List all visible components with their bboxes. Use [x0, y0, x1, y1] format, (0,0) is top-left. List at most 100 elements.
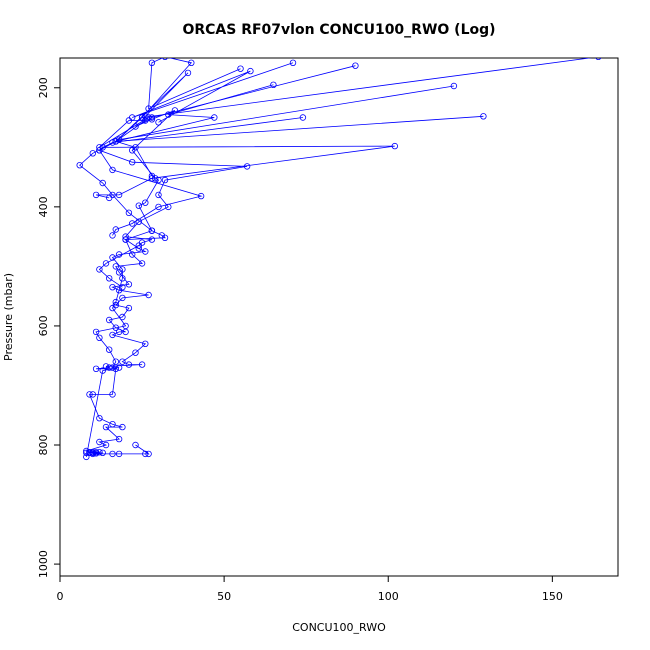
data-point	[188, 59, 195, 66]
data-point	[142, 199, 149, 206]
data-point	[142, 450, 149, 458]
data-point	[125, 361, 133, 368]
data-point	[138, 361, 146, 368]
data-point	[119, 423, 126, 431]
data-point	[109, 421, 116, 428]
data-point	[112, 358, 119, 365]
data-point	[125, 304, 133, 312]
data-point	[89, 391, 96, 398]
data-point	[112, 263, 119, 270]
data-point	[450, 82, 458, 90]
data-point	[89, 150, 96, 157]
data-point	[132, 441, 139, 449]
data-point	[270, 81, 277, 88]
data-point	[109, 364, 116, 371]
data-point	[211, 114, 218, 121]
data-point	[99, 449, 106, 456]
data-point	[391, 142, 398, 150]
data-point	[96, 438, 103, 446]
data-point	[122, 328, 129, 336]
data-point	[165, 111, 172, 118]
data-point	[105, 364, 113, 371]
series-layer	[76, 58, 602, 461]
x-tick-label: 150	[542, 590, 563, 603]
data-point	[92, 450, 100, 457]
y-axis: 200 400 600 800 1000	[37, 77, 61, 578]
data-point	[96, 449, 103, 456]
data-point	[132, 123, 139, 130]
data-point	[83, 453, 90, 461]
data-point	[92, 328, 100, 336]
data-point	[148, 236, 156, 243]
data-point	[119, 284, 126, 291]
data-point	[105, 346, 113, 353]
data-point	[102, 260, 110, 267]
data-point	[132, 349, 139, 356]
data-point	[155, 203, 162, 211]
data-point	[151, 175, 159, 182]
data-point	[119, 266, 126, 273]
data-point	[105, 275, 113, 282]
data-point	[155, 191, 162, 199]
data-point	[184, 69, 192, 77]
data-point	[119, 313, 126, 321]
y-tick-label: 600	[37, 315, 50, 336]
data-point	[96, 266, 103, 273]
data-point	[109, 331, 116, 339]
data-point	[138, 114, 146, 121]
data-point	[105, 316, 113, 324]
data-point	[99, 367, 106, 374]
data-point	[595, 58, 602, 60]
data-point	[128, 147, 136, 154]
data-point	[109, 139, 116, 146]
data-point	[102, 441, 110, 449]
data-point	[105, 194, 113, 202]
y-tick-label: 800	[37, 435, 50, 456]
series-line-8	[141, 58, 241, 118]
data-point	[155, 119, 162, 126]
series-line-2	[79, 58, 593, 457]
data-point	[142, 340, 149, 347]
data-point	[115, 191, 123, 199]
data-point	[148, 59, 156, 66]
data-point	[109, 284, 116, 291]
data-point	[109, 391, 116, 398]
x-axis-label: CONCU100_RWO	[292, 621, 386, 634]
y-tick-label: 200	[37, 77, 50, 98]
data-point	[96, 147, 103, 154]
series-line-6	[131, 65, 356, 179]
data-point	[89, 450, 96, 458]
y-axis-label: Pressure (mbar)	[2, 273, 15, 361]
data-point	[145, 291, 152, 299]
data-point	[115, 364, 123, 371]
data-point	[138, 260, 146, 267]
data-point	[119, 294, 126, 302]
data-point	[122, 322, 129, 330]
x-tick-label: 0	[57, 590, 64, 603]
data-point	[352, 62, 359, 69]
data-point	[480, 113, 487, 120]
data-point	[119, 275, 126, 282]
data-point	[289, 59, 297, 66]
series-line-5	[98, 117, 303, 236]
data-point	[161, 176, 169, 184]
data-point	[237, 65, 244, 72]
y-tick-label: 1000	[37, 550, 50, 578]
data-point	[92, 365, 100, 372]
data-point	[109, 450, 116, 458]
data-point	[128, 220, 136, 227]
series-line-9	[132, 62, 294, 123]
data-point	[122, 233, 129, 240]
data-point	[142, 248, 149, 255]
x-tick-label: 100	[378, 590, 399, 603]
data-point	[115, 328, 123, 336]
data-point	[109, 232, 116, 239]
data-point	[96, 334, 103, 341]
data-point	[148, 114, 156, 121]
chart-title: ORCAS RF07vlon CONCU100_RWO (Log)	[182, 22, 495, 38]
data-point	[125, 281, 133, 288]
data-point	[76, 161, 83, 169]
data-point	[115, 450, 123, 458]
data-point	[112, 138, 119, 145]
